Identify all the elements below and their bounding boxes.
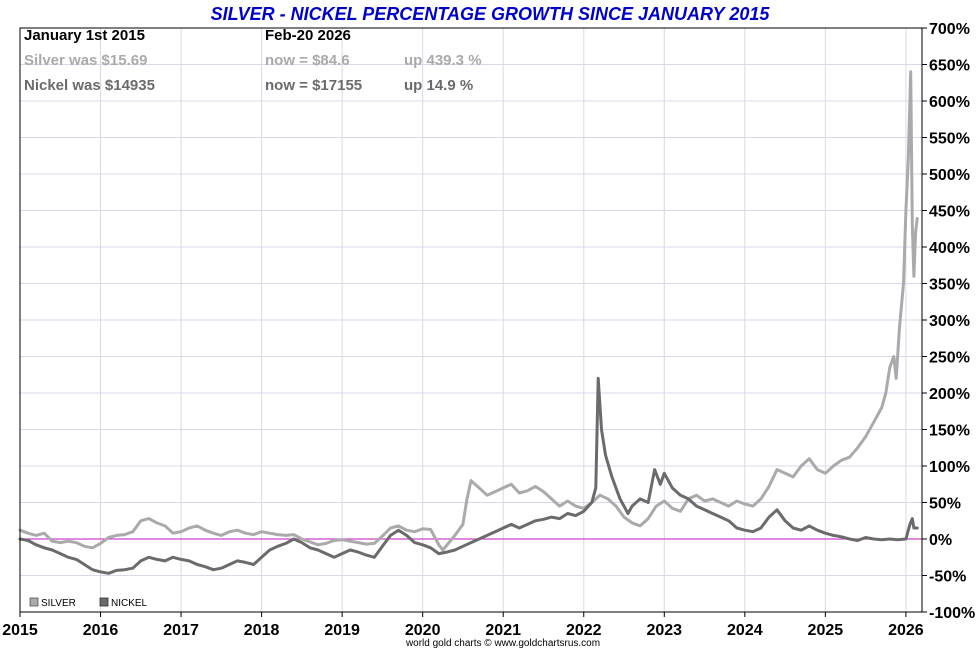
- series-line-silver: [18, 70, 919, 552]
- y-axis: -100% -50% 0% 50% 100% 150% 200% 250% 300% 350% 40…: [922, 21, 975, 622]
- xtick-label: 2024: [727, 622, 763, 639]
- ytick-label: -50%: [929, 569, 966, 586]
- nickel-now-price: now = $17155: [265, 77, 362, 94]
- xtick-label: 2023: [646, 622, 682, 639]
- ytick-label: 700%: [929, 21, 970, 38]
- ytick-label: 350%: [929, 277, 970, 294]
- series-line-nickel: [18, 376, 919, 575]
- ytick-label: 250%: [929, 350, 970, 367]
- silver-start-price: Silver was $15.69: [24, 52, 147, 69]
- ytick-label: -100%: [929, 605, 975, 622]
- credit-text: world gold charts © www.goldchartsrus.co…: [405, 638, 600, 649]
- nickel-growth: up 14.9 %: [404, 77, 473, 94]
- x-axis: 2015 2016 2017 2018 2019 2020 2021 2022 2023 2024…: [2, 612, 924, 639]
- ytick-label: 200%: [929, 386, 970, 403]
- chart-title: SILVER - NICKEL PERCENTAGE GROWTH SINCE …: [211, 4, 771, 24]
- series-layer: [18, 70, 922, 575]
- nickel-start-price: Nickel was $14935: [24, 77, 155, 94]
- xtick-label: 2026: [888, 622, 924, 639]
- ytick-label: 450%: [929, 204, 970, 221]
- xtick-label: 2020: [405, 622, 441, 639]
- ytick-label: 550%: [929, 131, 970, 148]
- silver-growth: up 439.3 %: [404, 52, 482, 69]
- ytick-label: 600%: [929, 94, 970, 111]
- xtick-label: 2022: [566, 622, 602, 639]
- legend-swatch-silver: [29, 597, 39, 607]
- legend-label-silver: SILVER: [41, 598, 76, 609]
- ytick-label: 50%: [929, 496, 961, 513]
- xtick-label: 2021: [485, 622, 521, 639]
- ytick-label: 100%: [929, 459, 970, 476]
- silver-now-price: now = $84.6: [265, 52, 350, 69]
- xtick-label: 2025: [808, 622, 844, 639]
- xtick-label: 2015: [2, 622, 38, 639]
- xtick-label: 2018: [244, 622, 280, 639]
- ytick-label: 650%: [929, 58, 970, 75]
- legend-swatch-nickel: [99, 597, 109, 607]
- legend: SILVER NICKEL: [29, 597, 148, 609]
- ytick-label: 500%: [929, 167, 970, 184]
- grid: [20, 27, 922, 613]
- header-date-start: January 1st 2015: [24, 27, 145, 44]
- legend-label-nickel: NICKEL: [111, 598, 148, 609]
- ytick-label: 400%: [929, 240, 970, 257]
- header-date-now: Feb-20 2026: [265, 27, 351, 44]
- xtick-label: 2016: [83, 622, 119, 639]
- xtick-label: 2019: [324, 622, 360, 639]
- ytick-label: 0%: [929, 532, 952, 549]
- xtick-label: 2017: [163, 622, 199, 639]
- ytick-label: 150%: [929, 423, 970, 440]
- ytick-label: 300%: [929, 313, 970, 330]
